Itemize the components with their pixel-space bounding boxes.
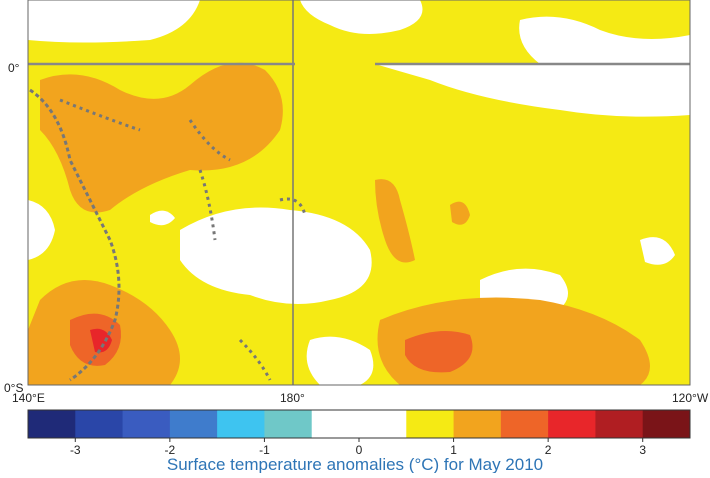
- colorbar-swatch: [548, 410, 596, 438]
- latitude-label: 0°S: [4, 381, 23, 395]
- colorbar-tick-label: 3: [639, 443, 646, 457]
- colorbar-swatch: [359, 410, 407, 438]
- colorbar-swatch: [642, 410, 691, 438]
- colorbar-swatch: [264, 410, 313, 438]
- colorbar-tick-label: 2: [545, 443, 552, 457]
- caption: Surface temperature anomalies (°C) for M…: [167, 455, 543, 473]
- colorbar-swatch: [28, 410, 76, 438]
- colorbar-tick-label: 1: [450, 443, 457, 457]
- colorbar-swatch: [311, 410, 360, 438]
- longitude-label: 140°E: [12, 391, 45, 405]
- colorbar: -3 -2 -1 0 1 2 3: [27, 409, 691, 457]
- colorbar-swatch: [217, 410, 265, 438]
- colorbar-swatch: [595, 410, 644, 438]
- colorbar-swatch: [453, 410, 502, 438]
- colorbar-tick-label: -3: [70, 443, 81, 457]
- map: [27, 0, 691, 386]
- colorbar-tick-label: -1: [259, 443, 270, 457]
- longitude-label: 180°: [280, 391, 305, 405]
- colorbar-tick-label: 0: [356, 443, 363, 457]
- colorbar-swatch: [500, 410, 549, 438]
- latitude-label: 0°: [8, 61, 20, 75]
- colorbar-tick-label: -2: [165, 443, 176, 457]
- colorbar-swatch: [406, 410, 455, 438]
- longitude-label: 120°W: [672, 391, 709, 405]
- colorbar-swatch: [169, 410, 218, 438]
- colorbar-swatch: [122, 410, 171, 438]
- colorbar-swatch: [75, 410, 124, 438]
